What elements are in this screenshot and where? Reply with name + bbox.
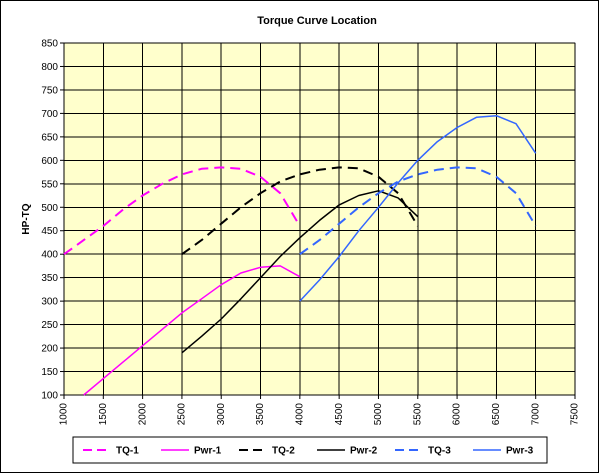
series-line-pwr-2: [181, 190, 419, 354]
legend-label-pwr-2: Pwr-2: [350, 446, 378, 457]
x-tick-label: 3500: [255, 403, 266, 426]
axes: 1000 1500 2000 2500 3000 3500 4000 4500 5000 5500…: [41, 39, 580, 426]
y-tick-label: 100: [41, 391, 58, 402]
legend: [72, 436, 548, 464]
x-tick-label: 5000: [373, 403, 384, 426]
series-line-tq-3: [299, 166, 537, 256]
y-tick-label: 700: [41, 109, 58, 120]
y-tick-label: 650: [41, 132, 58, 143]
y-tick-label: 250: [41, 320, 58, 331]
x-tick-label: 4500: [334, 403, 345, 426]
x-tick-label: 1500: [98, 403, 109, 426]
x-tick-label: 6500: [491, 403, 502, 426]
y-tick-label: 600: [41, 156, 58, 167]
y-tick-label: 450: [41, 226, 58, 237]
x-tick-label: 4000: [294, 403, 305, 426]
series-line-tq-2: [181, 166, 419, 256]
chart-title: Torque Curve Location: [257, 15, 377, 27]
series-lines: [63, 114, 537, 396]
series-line-tq-1: [63, 166, 301, 256]
y-tick-label: 500: [41, 203, 58, 214]
y-tick-label: 150: [41, 367, 58, 378]
y-tick-label: 200: [41, 344, 58, 355]
x-tick-label: 5500: [412, 403, 423, 426]
x-tick-label: 6000: [452, 403, 463, 426]
x-tick-label: 7000: [530, 403, 541, 426]
legend-label-tq-2: TQ-2: [272, 446, 295, 457]
legend-label-tq-1: TQ-1: [116, 446, 139, 457]
x-tick-label: 1000: [59, 403, 70, 426]
grid-lines: [63, 42, 576, 396]
legend-label-pwr-1: Pwr-1: [194, 446, 222, 457]
legend-label-tq-3: TQ-3: [428, 446, 451, 457]
series-line-pwr-3: [299, 114, 537, 302]
legend-items: TQ-1 Pwr-1 TQ-2 Pwr-2 TQ-3 Pwr-3: [83, 446, 534, 457]
y-tick-label: 750: [41, 85, 58, 96]
legend-label-pwr-3: Pwr-3: [506, 446, 534, 457]
y-tick-label: 300: [41, 297, 58, 308]
y-tick-label: 400: [41, 250, 58, 261]
y-tick-label: 800: [41, 62, 58, 73]
x-tick-label: 2000: [137, 403, 148, 426]
x-tick-label: 2500: [177, 403, 188, 426]
y-tick-label: 350: [41, 273, 58, 284]
plot-area: [63, 42, 576, 396]
x-tick-label: 7500: [570, 403, 581, 426]
y-axis-label: HP-TQ: [21, 203, 32, 234]
y-tick-label: 850: [41, 39, 58, 50]
y-tick-label: 550: [41, 179, 58, 190]
x-tick-label: 3000: [216, 403, 227, 426]
series-line-pwr-1: [83, 265, 301, 396]
